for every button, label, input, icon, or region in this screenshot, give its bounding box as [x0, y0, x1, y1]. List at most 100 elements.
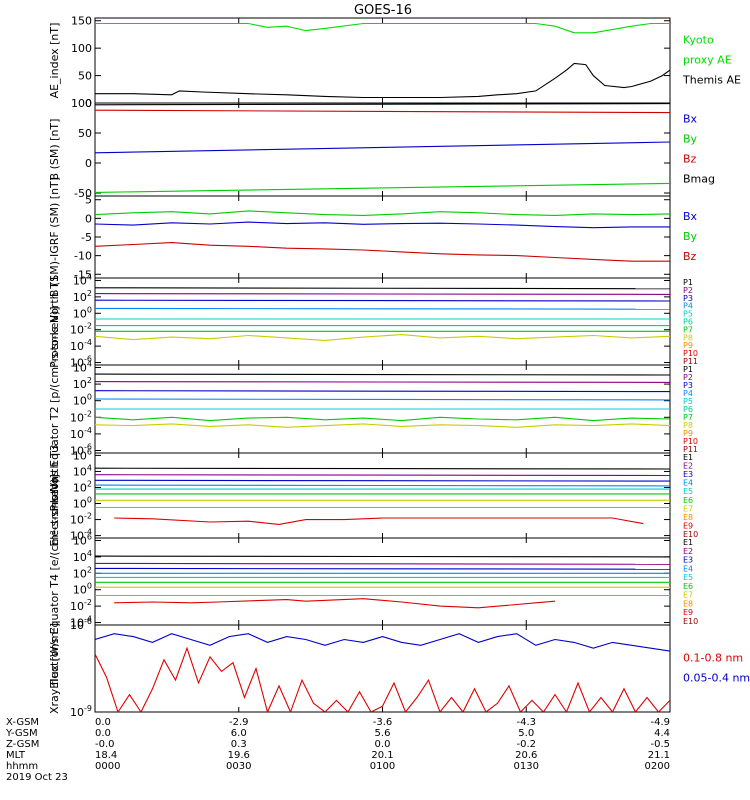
ephemeris-value: 0000 — [95, 761, 120, 772]
panel-1-frame — [94, 17, 671, 104]
panel-1-legend-entry: proxy AE — [683, 54, 732, 67]
panel-6-series-e2 — [95, 474, 670, 477]
panel-7-legend-entry: E5 — [683, 573, 693, 582]
panel-5-series-p8 — [95, 423, 670, 428]
ephemeris-value: -4.9 — [650, 717, 670, 728]
panel-5-series-p3 — [95, 390, 670, 393]
panel-5-ytick-label: 102 — [73, 376, 92, 391]
panel-7-ytick-label: 10-2 — [70, 598, 92, 613]
panel-5-legend-entry: P6 — [683, 405, 693, 414]
ephemeris-value: 0.0 — [95, 717, 111, 728]
panel-5-legend-entry: P9 — [683, 429, 693, 438]
panel-5-ytick-label: 100 — [73, 393, 92, 408]
panel-6-legend-entry: E7 — [683, 504, 693, 513]
ephemeris-value: -0.5 — [650, 739, 670, 750]
panel-6-ytick-label: 102 — [73, 479, 92, 494]
panel-4-series-p8 — [95, 334, 670, 341]
panel-3-series-by — [95, 210, 670, 216]
panel-7-legend-entry: E6 — [683, 582, 693, 591]
ephemeris-value: 20.1 — [371, 750, 393, 761]
panel-2-ytick-label: 50 — [78, 127, 92, 140]
panel-8-legend-entry: 0.1-0.8 nm — [683, 652, 743, 665]
panel-4-ytick-label: 10-4 — [70, 338, 92, 353]
panel-6-legend-entry: E2 — [683, 462, 693, 471]
ephemeris-value: 18.4 — [95, 750, 117, 761]
panel-4-ytick-label: 10-2 — [70, 322, 92, 337]
panel-5-ytick-label: 10-4 — [70, 426, 92, 441]
panel-2-legend-entry: By — [683, 133, 698, 146]
panel-7-legend-entry: E4 — [683, 564, 693, 573]
ephemeris-value: 0130 — [514, 761, 539, 772]
panel-2-series-bmag — [95, 103, 670, 106]
panel-6-ytick-label: 106 — [73, 447, 92, 462]
panel-4-series-p3 — [95, 299, 670, 302]
ephemeris-value: -0.0 — [95, 739, 115, 750]
panel-6-legend-entry: E8 — [683, 513, 693, 522]
panel-7-legend-entry: E3 — [683, 556, 693, 565]
panel-5-legend-entry: P11 — [683, 445, 698, 454]
panel-6-legend-entry: E1 — [683, 453, 693, 462]
panel-1-ylabel: AE_index [nT] — [48, 23, 61, 99]
ephemeris-value: 21.1 — [648, 750, 670, 761]
panel-7-ytick-label: 106 — [73, 532, 92, 547]
panel-4-legend-entry: P3 — [683, 294, 693, 303]
panel-7-ytick-label: 100 — [73, 582, 92, 597]
panel-2-ytick-label: 100 — [71, 97, 92, 110]
ephemeris-value: 5.0 — [518, 728, 534, 739]
panel-6-ylabel: Electrons North T3 — [48, 444, 61, 546]
ephemeris-row-label: Y-GSM — [5, 728, 38, 739]
panel-5-legend-entry: P3 — [683, 381, 693, 390]
ephemeris-value: -4.3 — [516, 717, 536, 728]
ephemeris-value: 6.0 — [231, 728, 247, 739]
panel-5-ytick-label: 104 — [73, 359, 92, 374]
panel-5-legend-entry: P7 — [683, 413, 693, 422]
panel-5-legend-entry: P5 — [683, 397, 693, 406]
panel-8-ylabel: Xray flux [W/m²] — [48, 623, 61, 714]
panel-4-legend-entry: P1 — [683, 278, 693, 287]
panel-4-legend-entry: P5 — [683, 310, 693, 319]
ephemeris-row-label: MLT — [6, 750, 26, 761]
panel-2-legend-entry: Bmag — [683, 173, 715, 186]
ephemeris-value: 0.0 — [375, 739, 391, 750]
panel-5-legend-entry: P1 — [683, 365, 693, 374]
panel-7-series-e1 — [95, 555, 670, 558]
panel-3-ytick-label: -10 — [74, 250, 92, 263]
panel-5-legend-entry: P4 — [683, 389, 693, 398]
ephemeris-value: 0100 — [370, 761, 395, 772]
panel-5-series-p6 — [95, 416, 670, 422]
panel-6-legend-entry: E6 — [683, 496, 693, 505]
panel-2-ytick-label: -50 — [74, 187, 92, 200]
panel-2-ylabel: B (SM) [nT] — [48, 119, 61, 181]
panel-7-ytick-label: 102 — [73, 565, 92, 580]
panel-7-legend-entry: E10 — [683, 617, 698, 626]
panel-1-ytick-label: 100 — [71, 42, 92, 55]
panel-5-legend-entry: P8 — [683, 421, 693, 430]
panel-3-ytick-label: 5 — [85, 194, 92, 207]
panel-7-series-e2 — [95, 562, 670, 565]
panel-5-ylabel: Protons Equator T2 [p/(cm²-s-sr-keV)] — [48, 306, 61, 511]
ephemeris-value: -0.2 — [516, 739, 536, 750]
panel-7-legend-entry: E7 — [683, 591, 693, 600]
panel-8-series-0-1-0-8-nm — [95, 646, 670, 712]
ephemeris-value: 0.3 — [231, 739, 247, 750]
panel-6-legend-entry: E4 — [683, 479, 693, 488]
panel-7-legend-entry: E1 — [683, 538, 693, 547]
panel-4-ytick-label: 100 — [73, 305, 92, 320]
panel-7-series-e3 — [95, 567, 670, 570]
panel-1-ytick-label: 0 — [85, 97, 92, 110]
panel-5-legend-entry: P2 — [683, 373, 693, 382]
panel-7-ytick-label: 104 — [73, 549, 92, 564]
panel-3-legend-entry: Bx — [683, 210, 698, 223]
panel-4-legend-entry: P6 — [683, 318, 693, 327]
panel-4-ytick-label: 104 — [73, 272, 92, 287]
panel-6-ytick-label: 100 — [73, 496, 92, 511]
ephemeris-row-label: hhmm — [6, 761, 38, 772]
panel-1-series-themis-ae — [95, 62, 670, 99]
panel-7-frame — [94, 537, 671, 626]
chart-title: GOES-16 — [354, 3, 412, 18]
panel-4-legend-entry: P10 — [683, 349, 698, 358]
panel-5-series-p1 — [95, 373, 670, 376]
panel-3-series-bx — [95, 221, 670, 229]
panel-8-ytick-label: 10-6 — [70, 617, 92, 632]
panel-6-legend-entry: E3 — [683, 470, 693, 479]
